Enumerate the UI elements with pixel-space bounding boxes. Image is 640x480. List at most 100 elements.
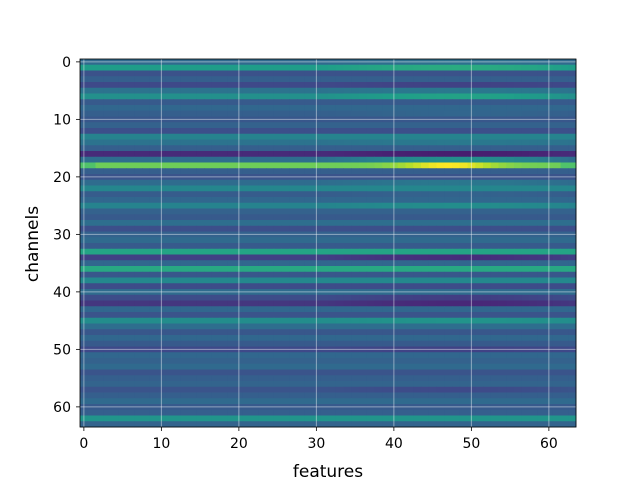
heatmap-cell: [529, 231, 538, 238]
heatmap-cell: [103, 312, 112, 319]
heatmap-cell: [312, 162, 321, 169]
heatmap-cell: [436, 156, 445, 163]
heatmap-cell: [343, 162, 352, 169]
heatmap-cell: [475, 306, 484, 313]
heatmap-cell: [95, 243, 104, 250]
heatmap-cell: [405, 398, 414, 405]
heatmap-cell: [165, 323, 174, 330]
heatmap-cell: [529, 145, 538, 152]
heatmap-cell: [436, 225, 445, 232]
heatmap-cell: [126, 346, 135, 353]
heatmap-cell: [467, 82, 476, 89]
heatmap-cell: [87, 300, 96, 307]
heatmap-cell: [552, 352, 561, 359]
heatmap-cell: [250, 116, 259, 123]
heatmap-cell: [297, 179, 306, 186]
heatmap-cell: [459, 139, 468, 146]
y-tick-label: 30: [53, 227, 71, 243]
heatmap-cell: [444, 156, 453, 163]
heatmap-cell: [95, 289, 104, 296]
heatmap-cell: [498, 300, 507, 307]
heatmap-cell: [273, 70, 282, 77]
heatmap-cell: [211, 99, 220, 106]
heatmap-cell: [467, 191, 476, 198]
heatmap-cell: [521, 76, 530, 83]
heatmap-cell: [537, 375, 546, 382]
heatmap-cell: [328, 248, 337, 255]
heatmap-cell: [490, 99, 499, 106]
heatmap-cell: [227, 363, 236, 370]
heatmap-cell: [521, 70, 530, 77]
heatmap-cell: [335, 191, 344, 198]
heatmap-cell: [483, 266, 492, 273]
heatmap-cell: [142, 352, 151, 359]
heatmap-cell: [459, 179, 468, 186]
heatmap-cell: [483, 70, 492, 77]
heatmap-cell: [560, 404, 569, 411]
heatmap-cell: [219, 386, 228, 393]
heatmap-cell: [242, 346, 251, 353]
heatmap-cell: [413, 243, 422, 250]
heatmap-cell: [545, 220, 554, 227]
heatmap-cell: [165, 386, 174, 393]
heatmap-cell: [320, 87, 329, 94]
heatmap-cell: [405, 70, 414, 77]
heatmap-cell: [211, 231, 220, 238]
heatmap-cell: [421, 128, 430, 135]
heatmap-cell: [111, 162, 120, 169]
heatmap-cell: [289, 87, 298, 94]
heatmap-cell: [142, 266, 151, 273]
heatmap-cell: [126, 156, 135, 163]
heatmap-cell: [351, 145, 360, 152]
heatmap-cells: [80, 59, 577, 428]
heatmap-cell: [475, 168, 484, 175]
heatmap-cell: [149, 415, 158, 422]
heatmap-cell: [103, 128, 112, 135]
heatmap-cell: [343, 237, 352, 244]
heatmap-cell: [242, 404, 251, 411]
heatmap-cell: [490, 358, 499, 365]
heatmap-cell: [235, 381, 244, 388]
heatmap-cell: [390, 93, 399, 100]
heatmap-cell: [552, 214, 561, 221]
heatmap-cell: [428, 99, 437, 106]
heatmap-cell: [173, 294, 182, 301]
heatmap-cell: [227, 277, 236, 284]
heatmap-cell: [250, 87, 259, 94]
heatmap-cell: [118, 421, 127, 428]
heatmap-cell: [312, 323, 321, 330]
heatmap-cell: [436, 300, 445, 307]
heatmap-cell: [452, 369, 461, 376]
heatmap-cell: [304, 266, 313, 273]
heatmap-cell: [289, 225, 298, 232]
heatmap-cell: [235, 415, 244, 422]
heatmap-cell: [312, 231, 321, 238]
heatmap-cell: [126, 335, 135, 342]
heatmap-cell: [359, 340, 368, 347]
heatmap-cell: [428, 300, 437, 307]
heatmap-cell: [537, 300, 546, 307]
heatmap-cell: [250, 300, 259, 307]
heatmap-cell: [142, 300, 151, 307]
heatmap-cell: [320, 248, 329, 255]
heatmap-cell: [514, 392, 523, 399]
heatmap-cell: [545, 248, 554, 255]
heatmap-cell: [560, 122, 569, 129]
heatmap-cell: [560, 340, 569, 347]
heatmap-cell: [545, 156, 554, 163]
heatmap-cell: [312, 312, 321, 319]
heatmap-cell: [568, 369, 577, 376]
heatmap-cell: [281, 248, 290, 255]
heatmap-cell: [196, 185, 205, 192]
heatmap-cell: [490, 110, 499, 117]
heatmap-cell: [328, 145, 337, 152]
heatmap-cell: [475, 197, 484, 204]
heatmap-cell: [552, 76, 561, 83]
heatmap-cell: [568, 59, 577, 66]
heatmap-cell: [568, 191, 577, 198]
heatmap-cell: [382, 283, 391, 290]
heatmap-cell: [343, 358, 352, 365]
heatmap-cell: [390, 151, 399, 158]
heatmap-cell: [149, 145, 158, 152]
heatmap-cell: [506, 162, 515, 169]
